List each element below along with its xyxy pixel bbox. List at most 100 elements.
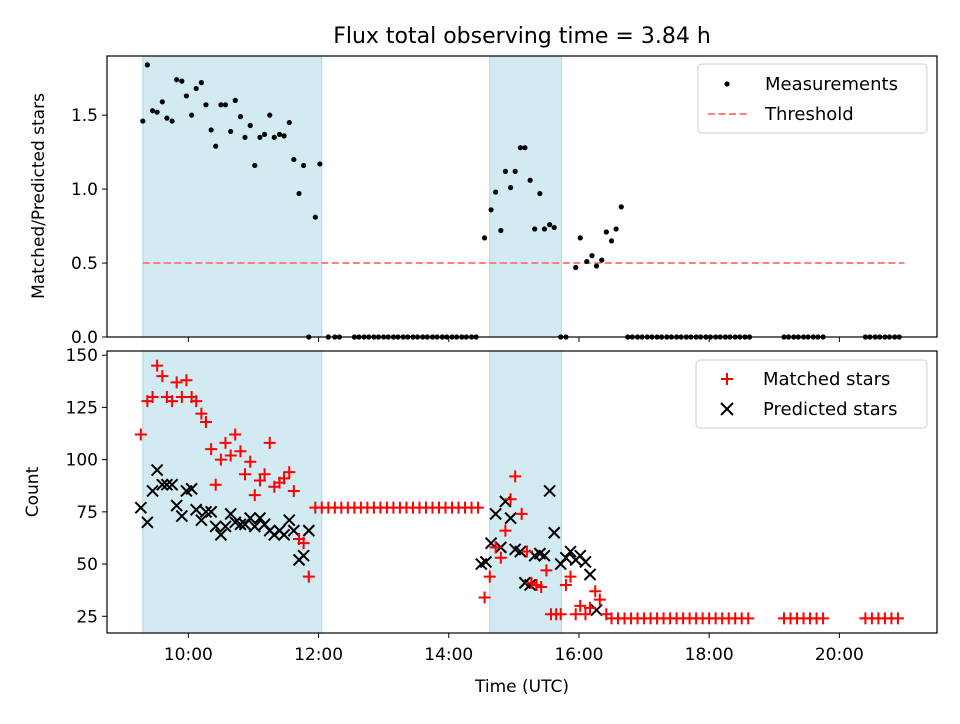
y-tick-label: 150 xyxy=(66,346,98,366)
matched-star-point xyxy=(166,395,179,408)
matched-star-point xyxy=(287,484,300,497)
matched-star-point xyxy=(579,608,592,621)
measurement-point xyxy=(247,122,253,129)
top-y-axis-label: Matched/Predicted stars xyxy=(29,93,49,299)
measurement-point xyxy=(589,253,595,259)
predicted-star-point xyxy=(489,507,502,521)
x-tick-label: 10:00 xyxy=(164,645,213,665)
measurement-point xyxy=(159,99,165,105)
matched-star-point xyxy=(817,612,830,625)
matched-star-point xyxy=(742,612,755,625)
matched-star-point xyxy=(151,359,164,372)
measurement-point xyxy=(481,235,488,241)
bottom-y-ticks: 25 50 75 100 125 150 xyxy=(66,346,107,627)
predicted-star-point xyxy=(189,503,203,516)
predicted-star-point xyxy=(204,505,218,519)
matched-star-point xyxy=(195,407,208,420)
predicted-star-point xyxy=(543,484,556,498)
measurement-point xyxy=(551,224,557,231)
predicted-star-point xyxy=(297,549,310,562)
matched-star-point xyxy=(297,537,310,550)
measurement-point xyxy=(271,134,277,140)
matched-star-point xyxy=(170,376,183,389)
bottom-legend-box xyxy=(695,359,928,429)
matched-star-point xyxy=(209,478,222,491)
bottom-y-axis-label: Count xyxy=(23,466,43,517)
measurement-point xyxy=(593,263,600,269)
predicted-star-point xyxy=(224,507,237,521)
measurement-point xyxy=(522,145,528,151)
measurement-point xyxy=(213,143,219,149)
predicted-star-point xyxy=(523,578,537,592)
matched-star-point xyxy=(483,570,496,583)
shaded-interval xyxy=(142,350,323,634)
measurement-point xyxy=(312,214,318,220)
measurement-point xyxy=(291,156,297,163)
matched-star-point xyxy=(263,436,276,449)
matched-star-point xyxy=(239,468,252,481)
predicted-stars-points xyxy=(134,463,603,617)
predicted-star-point xyxy=(244,511,257,525)
top-shaded-intervals xyxy=(142,55,562,338)
measurement-point xyxy=(267,112,273,118)
measurement-point xyxy=(613,226,619,232)
predicted-star-point xyxy=(170,499,183,512)
predicted-star-point xyxy=(302,524,316,537)
matched-star-point xyxy=(214,453,227,466)
measurement-point xyxy=(218,102,224,108)
predicted-star-point xyxy=(160,478,174,491)
predicted-star-point xyxy=(253,511,267,525)
matched-star-point xyxy=(499,524,512,537)
measurement-point xyxy=(493,189,499,195)
bottom-shaded-intervals xyxy=(142,350,562,634)
bottom-axes-frame xyxy=(106,350,938,634)
measurement-point xyxy=(222,102,229,108)
matched-star-point xyxy=(302,570,315,583)
matched-star-point xyxy=(515,507,528,520)
matched-star-point xyxy=(593,593,606,606)
predicted-star-point xyxy=(283,513,296,527)
matched-star-point xyxy=(283,466,296,479)
measurement-point xyxy=(517,145,523,151)
measurement-point xyxy=(537,190,543,197)
predicted-star-point xyxy=(165,478,179,491)
measurement-point xyxy=(527,177,533,183)
predicted-star-point xyxy=(214,528,228,542)
measurement-point xyxy=(618,204,624,210)
matched-star-point xyxy=(278,472,291,485)
predicted-star-point xyxy=(287,524,301,537)
y-tick-label: 100 xyxy=(66,451,98,471)
matched-star-point xyxy=(229,428,242,441)
top-y-ticks: 0.0 0.5 1.0 1.5 xyxy=(71,106,107,348)
shaded-interval xyxy=(489,55,562,338)
matched-star-point xyxy=(564,570,577,583)
measurement-point xyxy=(193,85,199,92)
measurement-point xyxy=(169,118,175,124)
legend-predicted-marker xyxy=(720,402,734,416)
x-tick-label: 20:00 xyxy=(815,645,864,665)
predicted-star-point xyxy=(150,463,164,477)
legend-matched-marker xyxy=(721,373,733,385)
predicted-star-point xyxy=(134,501,148,514)
matched-star-point xyxy=(190,395,203,408)
matched-star-point xyxy=(478,591,491,604)
measurement-point xyxy=(189,112,195,118)
measurement-point xyxy=(140,118,146,124)
matched-star-point xyxy=(540,564,553,577)
legend-threshold-label: Threshold xyxy=(764,104,854,125)
measurement-point xyxy=(532,226,538,232)
matched-star-point xyxy=(180,374,193,387)
predicted-star-point xyxy=(583,568,597,581)
measurement-point xyxy=(498,227,504,234)
matched-star-point xyxy=(199,416,212,429)
measurement-point xyxy=(541,226,548,232)
top-legend: Measurements Threshold xyxy=(697,63,928,134)
measurement-point xyxy=(144,62,150,68)
measurement-point xyxy=(300,162,307,169)
measurement-point xyxy=(281,133,287,139)
predicted-star-point xyxy=(504,511,517,525)
y-tick-label: 0.0 xyxy=(71,328,98,348)
matched-star-point xyxy=(509,470,522,483)
matched-star-point xyxy=(205,443,218,456)
